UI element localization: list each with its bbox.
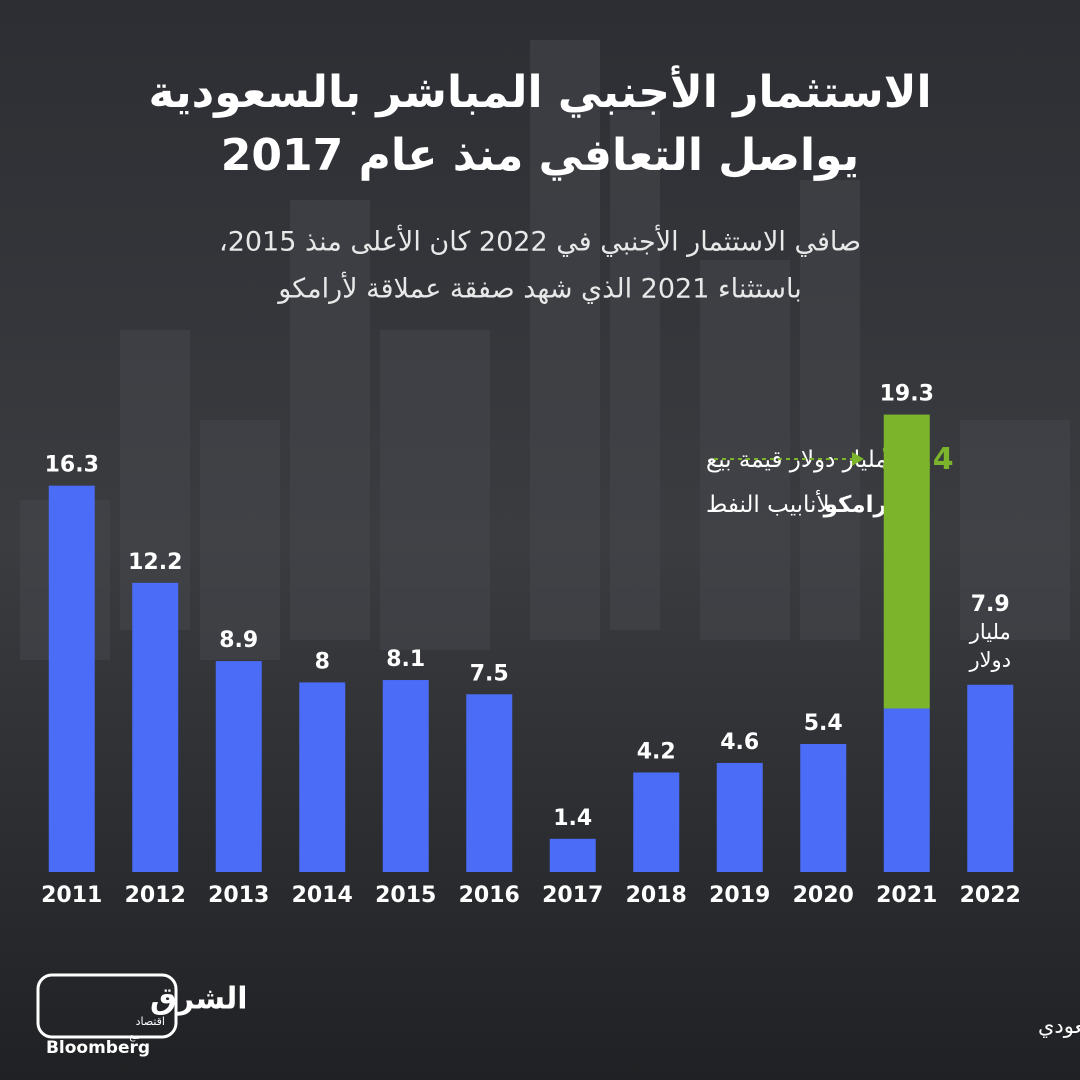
title: الاستثمار الأجنبي المباشر بالسعودية <box>148 65 931 118</box>
bar <box>883 708 930 872</box>
x-tick-label: 2020 <box>793 883 854 908</box>
skyline <box>20 40 1070 660</box>
bar <box>716 762 763 872</box>
source: المصدر: البنك المركزي السعودي <box>1038 1014 1080 1038</box>
logo-sub: اقتصاد <box>136 1015 165 1028</box>
annotation-bold: أرامكو <box>823 488 895 518</box>
bar <box>967 684 1014 872</box>
x-tick-label: 2014 <box>292 883 353 908</box>
value-label: 4.2 <box>637 739 676 764</box>
annotation-text: لأنابيب النفط <box>706 490 830 518</box>
bar <box>48 485 95 872</box>
x-tick-label: 2022 <box>960 883 1021 908</box>
bar <box>466 694 513 872</box>
x-tick-label: 2016 <box>459 883 520 908</box>
value-label: 7.9 <box>971 592 1010 617</box>
logo-frame <box>36 973 178 1039</box>
value-label: 4.6 <box>720 730 759 755</box>
unit-label: دولار <box>968 648 1011 672</box>
logo: الشرق اقتصاد مع Bloomberg <box>36 973 248 1058</box>
bar <box>299 682 346 872</box>
subtitle: باستثناء 2021 الذي شهد صفقة عملاقة لأرام… <box>276 271 801 305</box>
bar <box>215 661 262 872</box>
value-label: 16.3 <box>45 453 99 478</box>
unit-label: مليار <box>969 620 1011 644</box>
x-tick-label: 2018 <box>626 883 687 908</box>
total-label: 19.3 <box>880 382 934 407</box>
title: يواصل التعافي منذ عام 2017 <box>221 130 859 181</box>
x-tick-label: 2012 <box>125 883 186 908</box>
subtitle: صافي الاستثمار الأجنبي في 2022 كان الأعل… <box>219 224 861 258</box>
x-tick-label: 2011 <box>41 883 102 908</box>
bar <box>382 680 429 872</box>
bar <box>132 582 179 872</box>
value-label: 7.5 <box>470 661 509 686</box>
logo-with: مع <box>129 1031 140 1042</box>
logo-partner: Bloomberg <box>46 1038 150 1058</box>
logo-name: الشرق <box>150 982 248 1017</box>
value-label: 8.9 <box>219 628 258 653</box>
x-tick-label: 2017 <box>542 883 603 908</box>
x-tick-label: 2013 <box>208 883 269 908</box>
value-label: 1.4 <box>553 806 592 831</box>
arrow-head <box>852 452 864 466</box>
bar <box>549 838 596 872</box>
x-tick-label: 2015 <box>375 883 436 908</box>
bar <box>883 414 930 709</box>
value-label: 5.4 <box>804 711 843 736</box>
bar <box>633 772 680 872</box>
value-label: 12.2 <box>128 550 182 575</box>
value-label: 8.1 <box>386 647 425 672</box>
x-tick-label: 2019 <box>709 883 770 908</box>
bar <box>800 744 847 872</box>
value-label: 8 <box>315 649 330 674</box>
x-tick-label: 2021 <box>876 883 937 908</box>
annotation: أرامكولأنابيب النفط <box>706 488 895 518</box>
